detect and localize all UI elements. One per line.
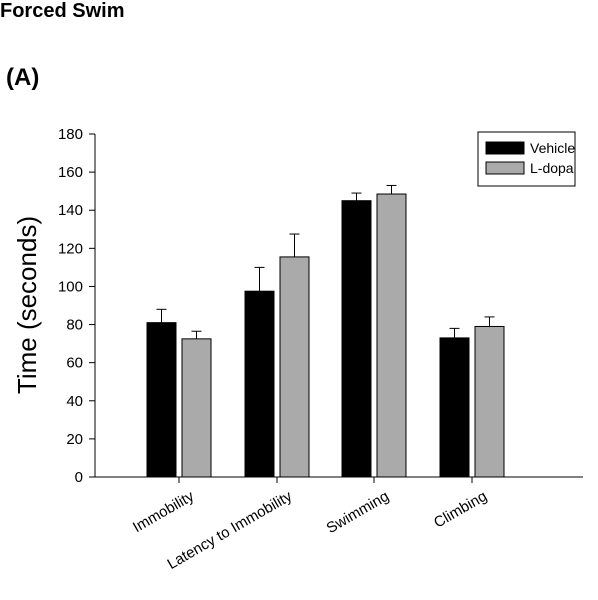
bar-vehicle-0 bbox=[146, 322, 177, 478]
y-tick-label: 40 bbox=[66, 393, 83, 410]
bar-l-dopa-2 bbox=[376, 193, 407, 478]
bar-l-dopa-3 bbox=[474, 325, 505, 478]
y-tick-label: 180 bbox=[58, 126, 83, 143]
y-tick-label: 100 bbox=[58, 278, 83, 295]
bar-vehicle-1 bbox=[244, 290, 275, 478]
y-tick-label: 120 bbox=[58, 240, 83, 257]
x-tick-label: Swimming bbox=[324, 488, 392, 537]
x-tick-label: Immobility bbox=[130, 487, 197, 536]
y-tick-label: 80 bbox=[66, 317, 83, 334]
bar-l-dopa-1 bbox=[279, 256, 310, 478]
bar-vehicle-3 bbox=[439, 337, 470, 478]
legend-label: L-dopa bbox=[530, 160, 574, 176]
plot-area: 020406080100120140160180ImmobilityLatenc… bbox=[58, 126, 583, 573]
y-tick-label: 140 bbox=[58, 202, 83, 219]
y-tick-label: 20 bbox=[66, 431, 83, 448]
panel-label: (A) bbox=[6, 64, 40, 91]
legend-label: Vehicle bbox=[530, 140, 575, 156]
y-tick-label: 0 bbox=[75, 469, 83, 486]
bar-vehicle-2 bbox=[341, 200, 372, 478]
y-tick-label: 60 bbox=[66, 355, 83, 372]
legend-swatch bbox=[485, 141, 525, 155]
legend-swatch bbox=[485, 161, 525, 175]
legend: Vehicle L-dopa bbox=[477, 131, 576, 187]
y-tick-label: 160 bbox=[58, 164, 83, 181]
bar-l-dopa-0 bbox=[181, 338, 212, 478]
legend-box bbox=[477, 131, 576, 187]
figure-title: Forced Swim bbox=[0, 0, 125, 22]
x-tick-label: Climbing bbox=[431, 488, 490, 532]
y-axis-label: Time (seconds) bbox=[12, 216, 42, 394]
